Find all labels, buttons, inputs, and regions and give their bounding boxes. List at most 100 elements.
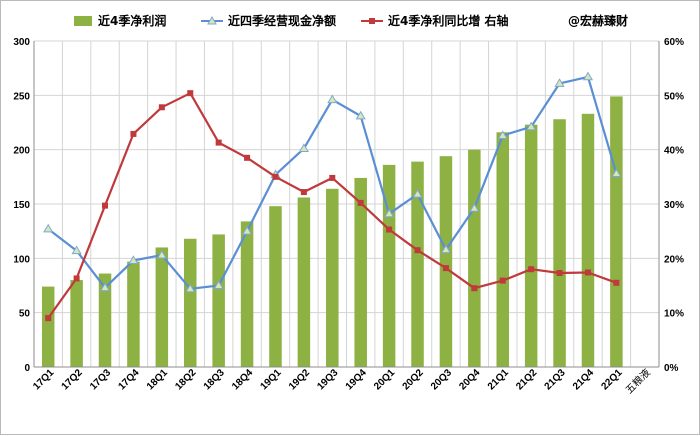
y2-tick-label: 60% bbox=[664, 37, 684, 48]
company-annotation: 五粮液 bbox=[623, 366, 653, 396]
x-tick-label: 20Q2 bbox=[401, 367, 426, 392]
bar bbox=[184, 238, 197, 367]
x-tick-label: 17Q3 bbox=[88, 367, 113, 392]
bar bbox=[610, 96, 623, 368]
y-tick-label: 50 bbox=[19, 309, 31, 320]
point bbox=[469, 203, 480, 212]
bar-series bbox=[41, 96, 623, 368]
point bbox=[99, 282, 111, 292]
point bbox=[102, 202, 109, 209]
point bbox=[412, 189, 423, 198]
x-tick-label: 22Q1 bbox=[599, 367, 624, 392]
bar bbox=[70, 280, 83, 367]
bar bbox=[155, 247, 169, 367]
point bbox=[582, 71, 594, 81]
point bbox=[384, 208, 395, 218]
x-tick-label: 18Q1 bbox=[145, 367, 170, 392]
point bbox=[556, 270, 563, 277]
y2-tick-label: 50% bbox=[664, 91, 684, 102]
y-tick-label: 0 bbox=[24, 363, 30, 374]
bar bbox=[581, 113, 595, 367]
x-tick-label: 19Q2 bbox=[287, 367, 312, 392]
bar bbox=[496, 132, 509, 367]
x-tick-label: 21Q3 bbox=[543, 367, 568, 392]
x-tick-label: 19Q4 bbox=[344, 367, 369, 392]
point bbox=[329, 174, 336, 181]
x-tick-label: 21Q1 bbox=[486, 367, 511, 392]
point bbox=[554, 78, 565, 87]
point bbox=[440, 244, 452, 254]
point bbox=[584, 269, 591, 276]
gridlines bbox=[33, 40, 660, 368]
bar bbox=[98, 273, 112, 367]
y-tick-label: 150 bbox=[13, 200, 30, 211]
point bbox=[386, 226, 393, 233]
legend-swatch-bar bbox=[74, 16, 92, 26]
point bbox=[327, 94, 338, 104]
point bbox=[613, 279, 620, 286]
y2-tick-label: 20% bbox=[664, 254, 684, 265]
bar bbox=[411, 161, 424, 367]
x-tick-label: 20Q4 bbox=[457, 367, 482, 392]
point bbox=[355, 110, 366, 120]
y2-tick-label: 30% bbox=[664, 200, 684, 211]
y2-tick-label: 0% bbox=[664, 363, 679, 374]
point bbox=[185, 283, 196, 293]
y-tick-label: 200 bbox=[13, 146, 30, 157]
legend-label: 近4季净利同比增 右轴 bbox=[388, 13, 509, 28]
point bbox=[414, 247, 421, 254]
x-tick-label: 20Q1 bbox=[372, 367, 397, 392]
point bbox=[611, 168, 622, 178]
legend-label: 近四季经营现金净额 bbox=[228, 13, 336, 28]
point bbox=[71, 245, 82, 255]
y-tick-label: 300 bbox=[13, 37, 30, 48]
point bbox=[128, 255, 139, 264]
point bbox=[300, 189, 307, 196]
bar bbox=[212, 234, 225, 367]
x-tick-label: 18Q4 bbox=[230, 367, 255, 392]
x-tick-label: 19Q3 bbox=[315, 367, 340, 392]
x-tick-label: 20Q3 bbox=[429, 367, 454, 392]
y-tick-label: 250 bbox=[13, 91, 30, 102]
point bbox=[241, 225, 253, 235]
point bbox=[298, 143, 309, 153]
bar bbox=[127, 261, 140, 367]
y-tick-label: 100 bbox=[13, 254, 30, 265]
line-series bbox=[43, 71, 622, 322]
x-tick-label: 19Q1 bbox=[259, 367, 284, 392]
bar bbox=[269, 206, 282, 367]
legend: 近4季净利润 近四季经营现金净额 近4季净利同比增 右轴 bbox=[74, 13, 509, 28]
point bbox=[213, 280, 224, 289]
axes bbox=[33, 41, 660, 368]
bar bbox=[553, 119, 566, 368]
x-tick-label: 18Q3 bbox=[202, 367, 227, 392]
x-tick-label: 21Q2 bbox=[514, 367, 539, 392]
point bbox=[187, 90, 194, 97]
point bbox=[528, 266, 535, 273]
point bbox=[45, 315, 52, 322]
point bbox=[73, 275, 80, 282]
bar bbox=[326, 188, 339, 367]
point bbox=[43, 223, 54, 233]
point bbox=[442, 265, 449, 272]
bar bbox=[468, 149, 481, 367]
x-tick-label: 17Q2 bbox=[60, 367, 85, 392]
point bbox=[526, 121, 537, 131]
x-tick-label: 18Q2 bbox=[173, 367, 198, 392]
x-tick-label: 17Q4 bbox=[116, 367, 141, 392]
y2-tick-label: 40% bbox=[664, 146, 684, 157]
legend-label: 近4季净利润 bbox=[98, 13, 166, 28]
bar bbox=[41, 286, 55, 367]
legend-marker bbox=[207, 15, 217, 25]
point bbox=[497, 130, 508, 139]
x-tick-label: 21Q4 bbox=[571, 367, 596, 392]
point bbox=[357, 199, 364, 206]
legend-marker bbox=[369, 18, 375, 24]
point bbox=[156, 249, 167, 259]
bar bbox=[439, 156, 453, 367]
y2-tick-label: 10% bbox=[664, 309, 684, 320]
bar bbox=[240, 221, 254, 367]
bar bbox=[354, 177, 367, 367]
point bbox=[158, 104, 165, 111]
